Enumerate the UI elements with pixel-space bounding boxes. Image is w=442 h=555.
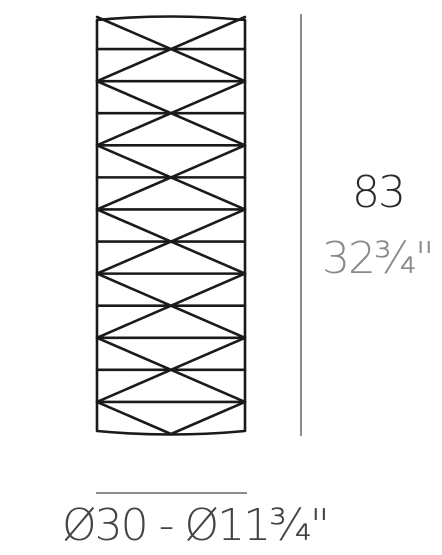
lattice-strut xyxy=(95,336,247,372)
lattice-strut xyxy=(95,15,247,51)
diameter-label: Ø30 - Ø11¾" xyxy=(62,500,330,551)
lattice-strut xyxy=(95,111,247,147)
lattice-strut xyxy=(95,176,247,211)
lattice-strut xyxy=(95,272,247,307)
lattice-strut xyxy=(95,400,247,436)
lattice-strut xyxy=(95,368,247,404)
lattice-strut xyxy=(95,79,247,115)
lattice-strut xyxy=(95,144,247,179)
height-imperial-label: 32¾" xyxy=(322,233,435,284)
height-metric-label: 83 xyxy=(352,167,406,218)
lattice-strut xyxy=(95,240,247,275)
lattice-strut xyxy=(95,304,247,340)
lattice-cylinder-drawing xyxy=(95,15,247,436)
lattice-frame xyxy=(95,15,247,436)
lattice-strut xyxy=(95,208,247,243)
lattice-strut xyxy=(95,47,247,83)
